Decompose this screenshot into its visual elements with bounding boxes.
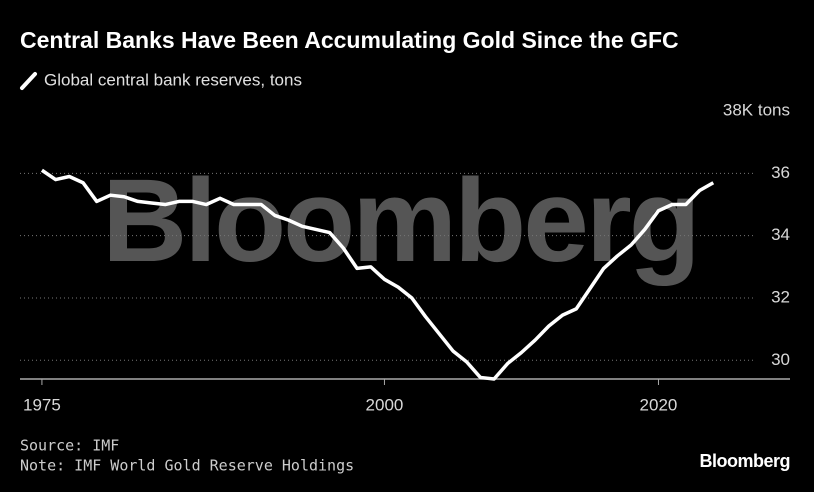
x-tick-label: 2020 bbox=[640, 395, 678, 414]
watermark: Bloomberg bbox=[102, 155, 698, 287]
y-tick-label: 34 bbox=[771, 225, 790, 244]
legend-swatch bbox=[20, 72, 37, 90]
data-line bbox=[40, 168, 715, 381]
y-tick-label: 30 bbox=[771, 350, 790, 369]
chart-title: Central Banks Have Been Accumulating Gol… bbox=[20, 27, 679, 53]
y-tick-label: 36 bbox=[771, 163, 790, 182]
x-tick-label: 1975 bbox=[23, 395, 61, 414]
legend-label: Global central bank reserves, tons bbox=[44, 70, 302, 89]
logo: Bloomberg bbox=[699, 451, 790, 471]
x-tick-label: 2000 bbox=[366, 395, 404, 414]
source: Source: IMF bbox=[20, 437, 119, 455]
y-tick-label: 32 bbox=[771, 287, 790, 306]
y-tick-label: 38K tons bbox=[723, 101, 790, 120]
note: Note: IMF World Gold Reserve Holdings bbox=[20, 457, 354, 475]
